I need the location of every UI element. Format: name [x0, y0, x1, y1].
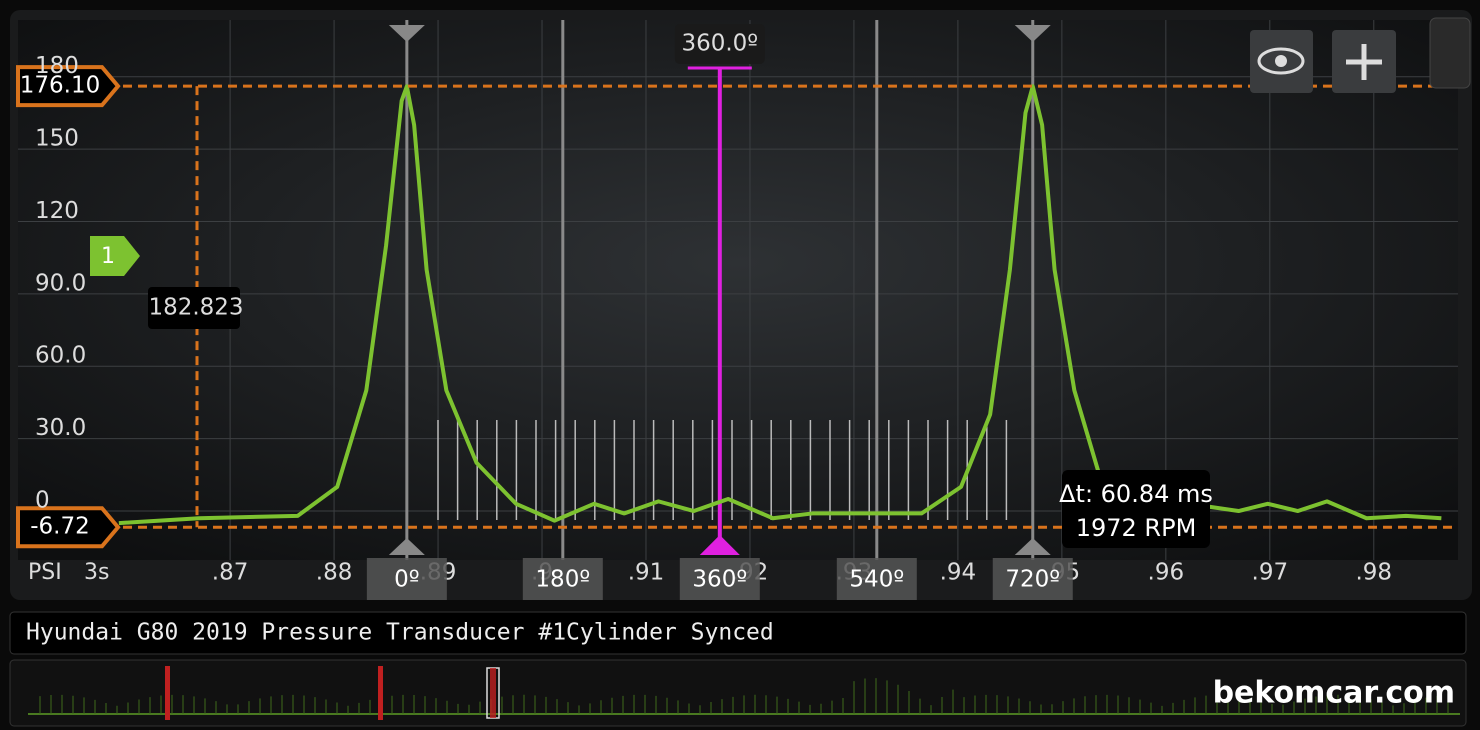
h-cursor-box: [16, 506, 121, 549]
y-tick-label: 60.0: [35, 343, 86, 369]
labels: .87.88.89.9.91.92.93.94.95.96.97.98030.0…: [28, 53, 1392, 600]
delta-box: [148, 287, 240, 329]
x-tick-label: .87: [212, 560, 249, 586]
eye-pupil: [1275, 55, 1287, 67]
angle-label: 180º: [535, 567, 590, 593]
angle-markers: 360.0º: [388, 20, 1051, 560]
x-tick-label: .98: [1355, 560, 1392, 586]
angle-box: [366, 558, 447, 600]
overview-marker: [378, 666, 383, 720]
delta-t: Δt: 60.84 ms: [1059, 480, 1213, 508]
y-tick-label: 120: [35, 198, 79, 224]
rpm: 1972 RPM: [1076, 514, 1197, 542]
x-tick-label: .91: [628, 560, 665, 586]
x-tick-label: .94: [940, 560, 977, 586]
x-tick-label: .88: [316, 560, 353, 586]
angle-label: 720º: [1005, 567, 1060, 593]
x-unit: 3s: [84, 560, 109, 585]
title-text: Hyundai G80 2019 Pressure Transducer #1C…: [26, 620, 774, 646]
channel-marker: [90, 236, 140, 276]
marker-handle: [1014, 25, 1051, 42]
angle-label: 360º: [692, 567, 747, 593]
title-bar: [9, 611, 1467, 655]
x-tick-label: .97: [1252, 560, 1289, 586]
angle-box: [522, 558, 603, 600]
active-marker-box: [674, 24, 765, 64]
y-tick-label: 0: [35, 488, 50, 514]
h-cursor-label: 176.10: [20, 73, 100, 99]
h-cursor-label: -6.72: [30, 514, 90, 540]
angle-label: 540º: [849, 567, 904, 593]
overview-strip[interactable]: [9, 659, 1467, 727]
cursors: 176.10 -6.72 182.823 1: [16, 65, 1458, 549]
channel-label: 1: [101, 244, 115, 269]
y-tick-label: 30.0: [35, 415, 86, 441]
y-tick-label: 150: [35, 126, 79, 152]
y-unit: PSI: [28, 560, 62, 585]
add-button[interactable]: [1332, 30, 1396, 93]
plot-area: [18, 20, 1458, 560]
marker-handle: [388, 538, 425, 555]
angle-box: [992, 558, 1073, 600]
x-tick-label: .96: [1148, 560, 1185, 586]
crank-teeth: [437, 420, 1008, 520]
angle-box: [836, 558, 917, 600]
h-cursor-box: [16, 65, 121, 108]
overview-window-mark: [490, 668, 496, 718]
marker-handle: [388, 25, 425, 42]
eye-icon: [1257, 47, 1305, 75]
side-handle[interactable]: [1429, 17, 1471, 89]
delta-label: 182.823: [148, 295, 243, 321]
active-marker-handle: [699, 535, 740, 555]
overview-marker: [165, 666, 170, 720]
watermark: bekomcar.com: [1213, 676, 1455, 711]
overview-trace: [28, 666, 1460, 720]
eye-button[interactable]: [1250, 30, 1313, 93]
y-tick-label: 90.0: [35, 270, 86, 296]
active-marker-label: 360.0º: [681, 31, 758, 57]
y-tick-label: 180: [35, 53, 79, 79]
plus-icon: [1346, 44, 1382, 80]
angle-box: [679, 558, 760, 600]
marker-handle: [1014, 538, 1051, 555]
angle-label: 0º: [394, 567, 419, 593]
delta-box: [1062, 470, 1210, 548]
